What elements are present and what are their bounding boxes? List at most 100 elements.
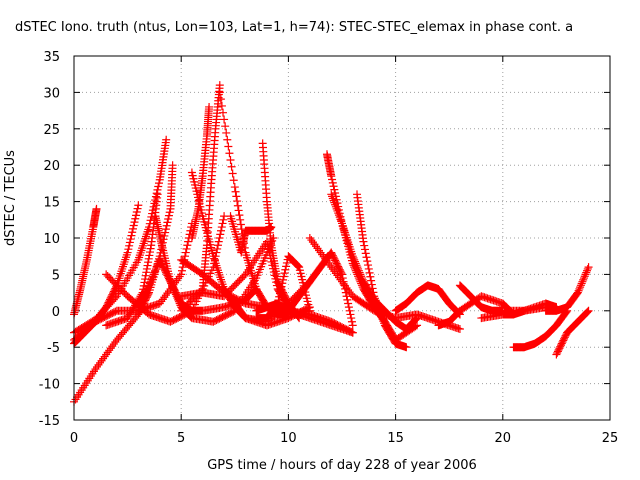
data-point	[278, 279, 287, 288]
data-point	[344, 299, 353, 308]
series-25	[391, 281, 464, 319]
data-point	[140, 278, 149, 287]
data-point	[168, 161, 177, 170]
data-point	[124, 245, 133, 254]
data-point	[164, 211, 173, 220]
data-point	[213, 241, 222, 250]
data-point	[327, 172, 336, 181]
data-point	[205, 102, 214, 111]
data-point	[368, 284, 377, 293]
y-tick-label: 20	[43, 159, 60, 174]
data-point	[578, 277, 587, 286]
axis-ticks: 0 5 10 15 20 25 -15 -10 -5 0 5 10 15 20 25 30 35	[39, 50, 619, 446]
data-point	[275, 289, 284, 298]
data-point	[174, 297, 183, 306]
data-point	[132, 208, 141, 216]
series-28	[477, 299, 561, 323]
y-tick-label: 30	[43, 86, 60, 101]
data-point	[173, 294, 182, 303]
data-point	[128, 228, 137, 237]
y-tick-label: 5	[52, 268, 60, 283]
data-point	[229, 176, 238, 185]
data-point	[145, 248, 154, 257]
data-point	[413, 321, 422, 330]
data-point	[126, 235, 135, 244]
data-point	[328, 175, 337, 184]
data-point	[141, 275, 150, 284]
data-point	[274, 296, 283, 305]
data-point	[148, 274, 157, 283]
data-point	[169, 284, 178, 293]
data-point	[328, 178, 337, 187]
data-point	[355, 268, 364, 277]
data-point	[583, 307, 592, 316]
data-point	[150, 268, 159, 277]
data-point	[223, 135, 232, 144]
data-point	[577, 279, 586, 288]
data-point	[153, 190, 162, 199]
data-point	[347, 314, 356, 323]
data-point	[92, 204, 101, 213]
data-point	[235, 211, 244, 220]
data-point	[147, 275, 156, 284]
data-point	[168, 281, 177, 290]
y-tick-label: -15	[39, 414, 60, 429]
data-point	[128, 224, 137, 233]
data-point	[125, 238, 134, 247]
data-point	[295, 314, 304, 323]
data-point	[152, 263, 161, 272]
data-point	[197, 286, 206, 295]
data-point	[217, 226, 226, 235]
y-tick-label: 25	[43, 123, 60, 138]
data-point	[367, 280, 376, 289]
data-point	[584, 306, 593, 315]
data-point	[275, 292, 284, 301]
data-point	[345, 306, 354, 315]
data-point	[171, 288, 180, 297]
data-point	[224, 142, 233, 151]
data-point	[215, 88, 224, 97]
data-point	[354, 264, 363, 273]
data-point	[217, 101, 226, 110]
series-14	[215, 88, 314, 319]
data-point	[360, 245, 369, 254]
data-point	[165, 208, 174, 217]
data-point	[143, 261, 152, 270]
data-point	[175, 299, 184, 308]
x-axis-label: GPS time / hours of day 228 of year 2006	[207, 458, 477, 473]
series-23	[353, 190, 411, 352]
data-point	[582, 268, 591, 277]
data-point	[123, 248, 132, 257]
data-point	[360, 241, 369, 250]
data-point	[574, 286, 583, 295]
data-point	[132, 211, 141, 220]
series-15	[226, 212, 276, 257]
y-tick-label: 15	[43, 196, 60, 211]
data-point	[348, 328, 357, 337]
data-point	[215, 81, 224, 90]
series-27	[455, 281, 550, 315]
x-tick-label: 5	[177, 431, 185, 446]
data-point	[131, 214, 140, 223]
data-point	[579, 275, 588, 284]
data-point	[353, 263, 362, 272]
data-point	[344, 303, 353, 312]
data-point	[181, 248, 190, 257]
data-point	[183, 241, 192, 250]
plot-frame	[73, 55, 611, 421]
data-point	[583, 264, 592, 273]
data-point	[168, 283, 177, 292]
data-point	[151, 266, 160, 275]
data-point	[455, 325, 464, 333]
data-point	[580, 272, 589, 281]
data-point	[273, 299, 282, 308]
data-point	[148, 272, 157, 281]
data-point	[125, 241, 134, 250]
data-point	[217, 223, 226, 232]
data-point	[576, 281, 585, 290]
data-point	[149, 270, 158, 279]
data-point	[236, 215, 245, 224]
data-point	[145, 251, 154, 260]
data-point	[583, 308, 592, 317]
